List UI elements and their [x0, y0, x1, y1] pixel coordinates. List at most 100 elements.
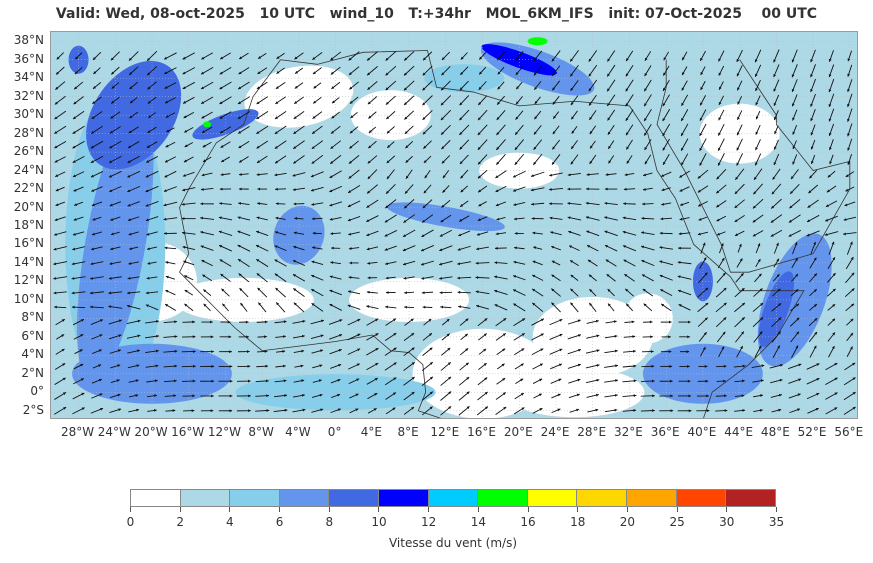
wind-arrow [477, 139, 488, 151]
wind-arrow [512, 275, 526, 281]
wind-arrow [238, 273, 250, 283]
wind-arrow [311, 154, 324, 165]
wind-arrow [477, 169, 488, 179]
wind-arrow [200, 96, 214, 105]
wind-arrow [735, 272, 744, 283]
wind-arrow [366, 290, 378, 294]
wind-arrow [441, 318, 450, 326]
wind-arrow [478, 66, 487, 75]
wind-arrow [640, 245, 655, 251]
wind-map[interactable] [50, 31, 858, 419]
wind-arrow [182, 320, 195, 324]
longitude-label: 52°E [797, 425, 827, 439]
wind-arrow [641, 259, 655, 267]
wind-arrow [331, 111, 341, 119]
wind-arrow [718, 81, 724, 90]
wind-arrow [810, 154, 816, 165]
wind-arrow [700, 80, 706, 91]
wind-arrow [200, 379, 215, 383]
wind-arrow [494, 275, 508, 280]
wind-arrow [567, 201, 582, 205]
wind-arrow [514, 139, 525, 151]
wind-arrow [145, 349, 159, 354]
wind-arrow [752, 302, 764, 312]
wind-arrow [127, 291, 141, 295]
wind-arrow [183, 409, 195, 413]
wind-arrow [773, 258, 780, 268]
wind-arrow [512, 289, 526, 296]
wind-arrow [697, 379, 709, 383]
wind-arrow [439, 291, 453, 295]
wind-arrow [478, 52, 487, 60]
latitude-label: 38°N [13, 33, 44, 48]
wind-arrow [384, 362, 397, 371]
wind-arrow [770, 214, 783, 223]
wind-arrow [145, 200, 159, 207]
longitude-label: 16°E [467, 425, 496, 439]
colorbar-segment [180, 490, 231, 506]
wind-arrow [788, 363, 802, 370]
wind-arrow [311, 274, 324, 281]
wind-arrow [755, 110, 761, 120]
wind-arrow [734, 409, 746, 412]
wind-arrow [589, 154, 597, 165]
wind-arrow [292, 334, 305, 339]
wind-arrow [237, 244, 251, 252]
wind-arrow [771, 408, 782, 413]
map-title: Valid: Wed, 08-oct-2025 10 UTC wind_10 T… [55, 6, 818, 22]
wind-arrow [459, 348, 469, 356]
wind-arrow [843, 406, 856, 415]
wind-arrow [110, 111, 121, 119]
wind-arrow [184, 142, 194, 148]
colorbar-segment [527, 490, 578, 506]
wind-arrow [256, 140, 269, 149]
wind-arrow [72, 140, 85, 149]
wind-arrow [772, 273, 780, 282]
latitude-label: 0° [30, 384, 44, 399]
wind-arrow [256, 81, 268, 90]
wind-arrow [495, 185, 507, 193]
wind-arrow [182, 67, 196, 75]
wind-arrow [642, 335, 653, 339]
wind-arrow [202, 289, 212, 296]
wind-arrow [255, 394, 270, 398]
wind-arrow [236, 394, 251, 398]
wind-arrow [661, 202, 672, 206]
wind-arrow [847, 93, 853, 108]
wind-arrow [533, 65, 542, 76]
wind-arrow [257, 335, 267, 339]
latitude-label: 22°N [13, 181, 44, 196]
wind-arrow [441, 51, 451, 61]
wind-arrow [715, 184, 727, 194]
wind-arrow [108, 305, 123, 309]
wind-arrow [73, 363, 84, 370]
wind-arrow [165, 275, 176, 280]
wind-arrow [788, 214, 801, 223]
colorbar-tick [626, 507, 628, 512]
wind-arrow [715, 317, 727, 328]
wind-arrow [604, 216, 618, 221]
wind-arrow [734, 394, 745, 398]
wind-arrow [459, 139, 470, 150]
wind-arrow [127, 276, 140, 280]
wind-arrow [239, 320, 249, 324]
longitude-label: 20°E [503, 425, 533, 439]
wind-arrow [534, 110, 542, 120]
longitude-label: 4°E [360, 425, 382, 439]
wind-arrow [367, 169, 378, 180]
wind-arrow [72, 318, 85, 326]
wind-arrow [623, 202, 636, 206]
wind-arrow [55, 66, 65, 75]
wind-arrow [237, 364, 251, 368]
wind-arrow [422, 110, 433, 121]
wind-arrow [424, 170, 431, 179]
wind-arrow [74, 52, 83, 60]
wind-arrow [736, 80, 743, 91]
wind-arrow [623, 187, 636, 191]
wind-arrow [110, 379, 120, 383]
wind-arrow [182, 52, 196, 60]
wind-arrow [350, 111, 358, 119]
wind-arrow [679, 201, 690, 206]
wind-arrow [257, 287, 268, 298]
wind-arrow [73, 216, 84, 221]
